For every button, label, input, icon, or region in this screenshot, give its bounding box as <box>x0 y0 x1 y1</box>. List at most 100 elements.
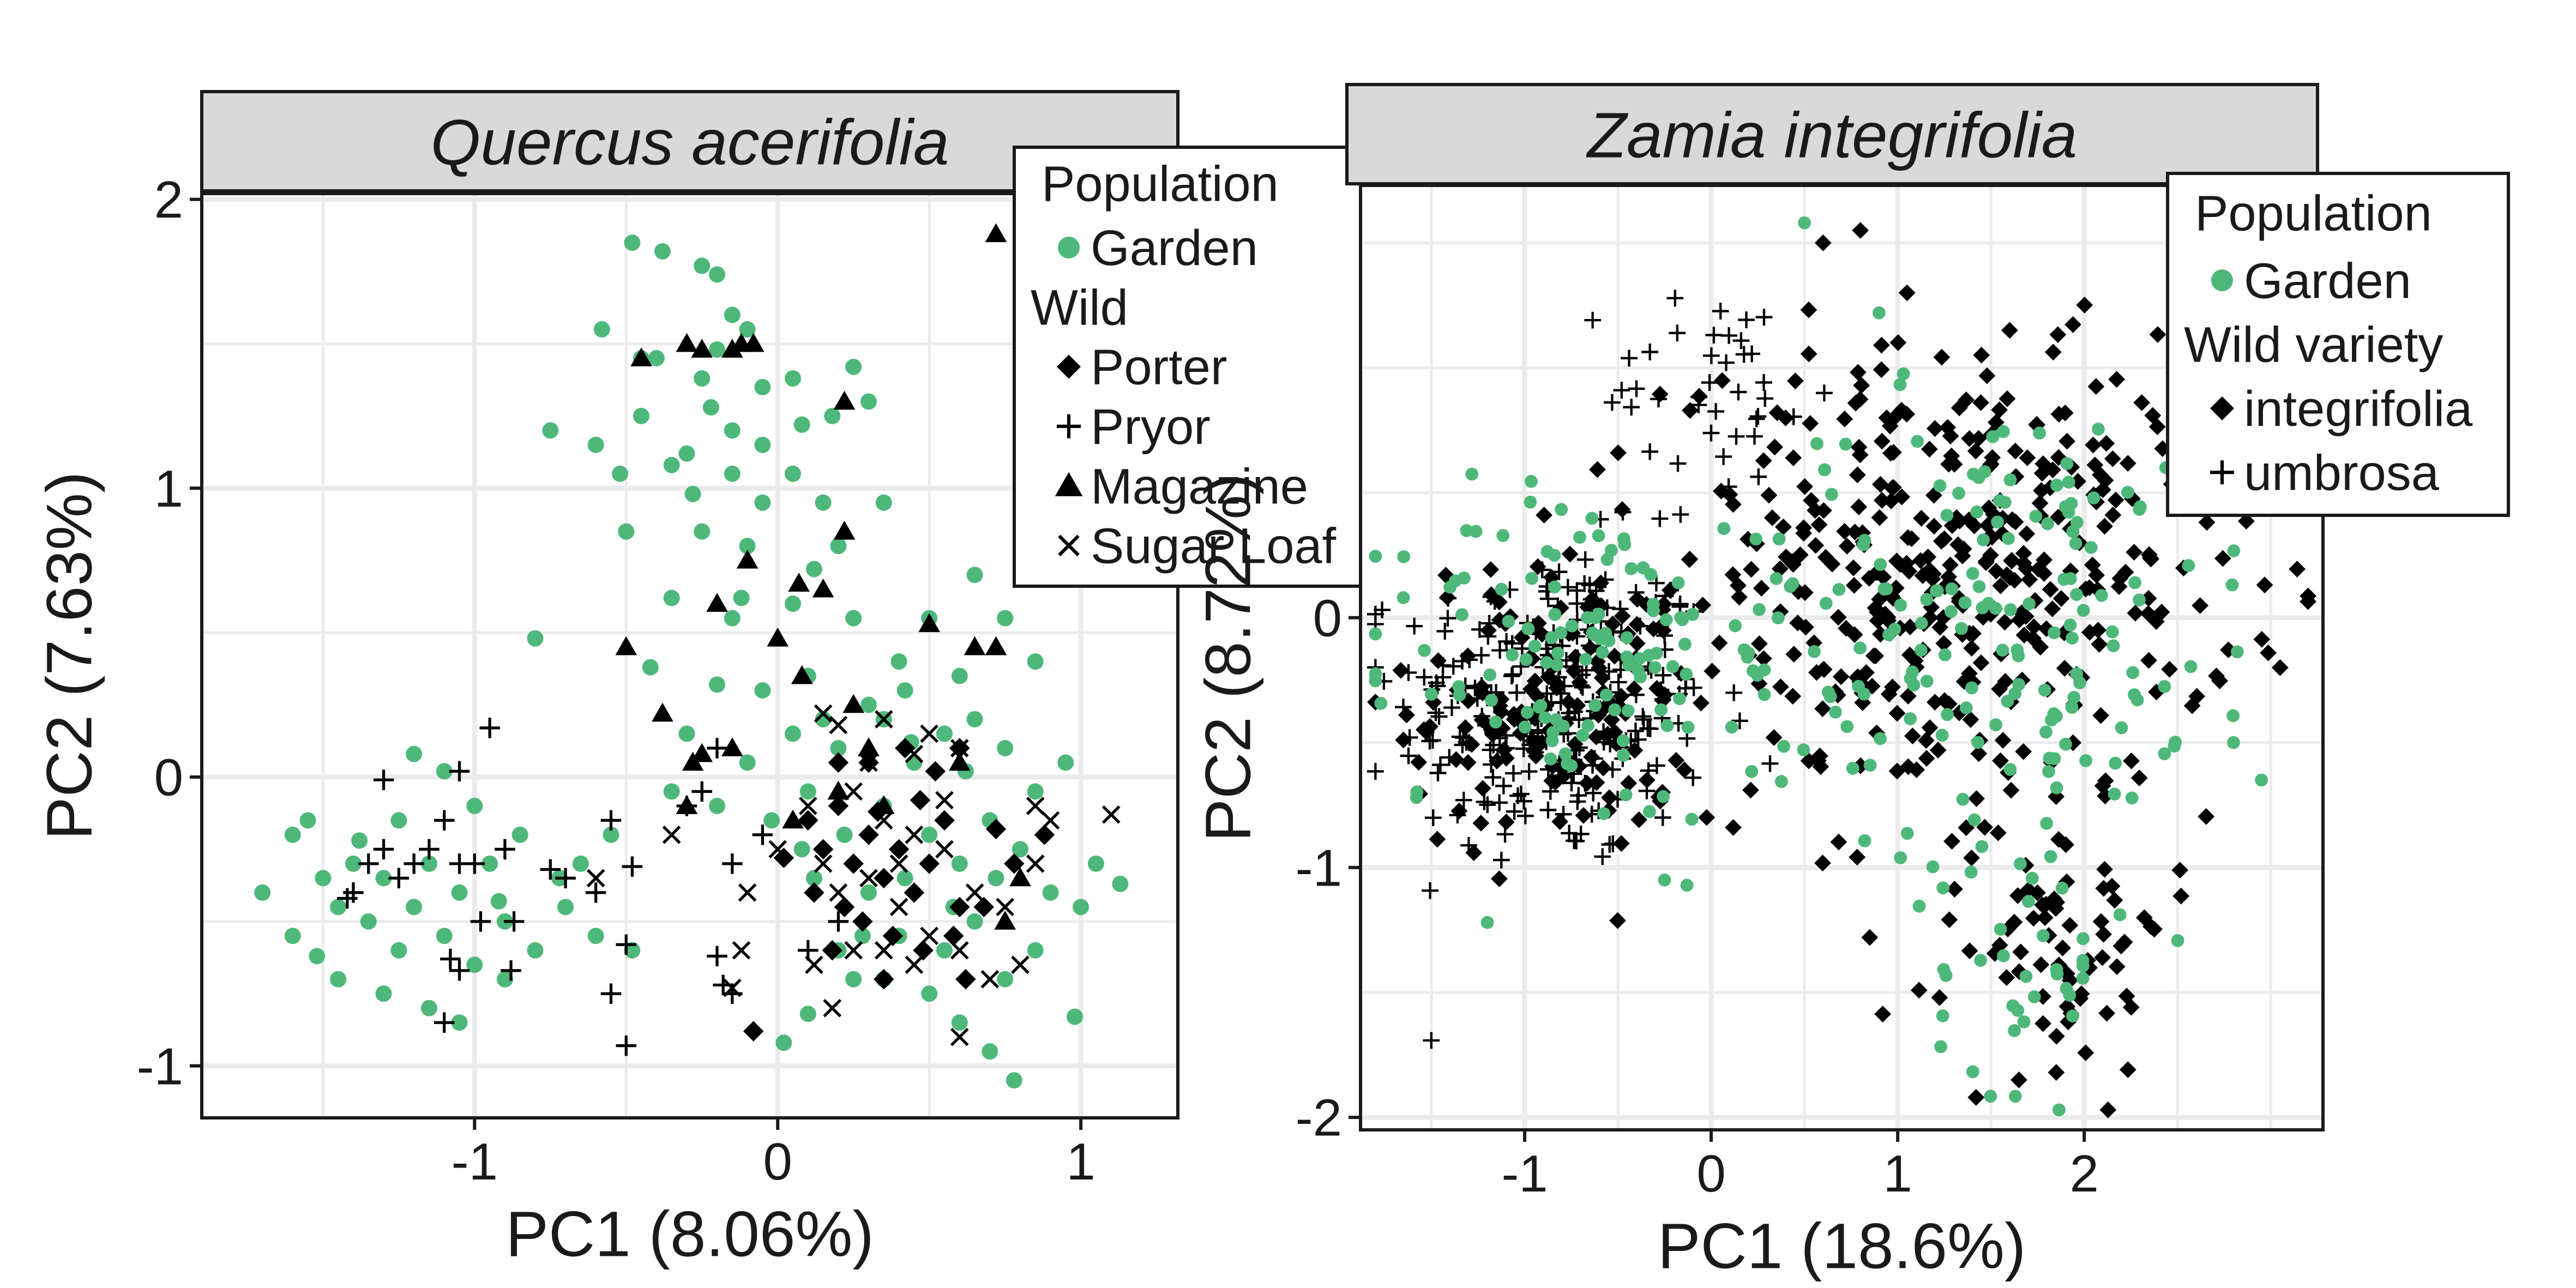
point-integrifolia <box>1901 646 1918 664</box>
point-integrifolia <box>1847 394 1864 412</box>
point-garden <box>1935 729 1949 742</box>
point-garden <box>1418 643 1431 657</box>
point-pryor <box>503 911 525 932</box>
point-garden <box>1685 812 1699 826</box>
legend-label: Pryor <box>1091 399 1211 455</box>
point-integrifolia <box>2062 562 2079 580</box>
point-garden <box>1986 430 2000 443</box>
point-pryor <box>585 882 606 903</box>
legend-key-diamond <box>2210 396 2234 420</box>
point-integrifolia <box>1946 881 1963 898</box>
point-garden <box>1680 667 1693 681</box>
point-garden <box>1958 596 1972 609</box>
point-umbrosa <box>1424 809 1442 827</box>
point-integrifolia <box>1978 367 1996 384</box>
point-garden <box>951 855 968 872</box>
legend-key-plus <box>2210 460 2234 485</box>
point-garden <box>1984 1090 1997 1103</box>
x-axis-title: PC1 (18.6%) <box>1658 1211 2026 1283</box>
point-integrifolia <box>1984 449 2001 466</box>
point-garden <box>1538 711 1552 725</box>
x-tick-label: 0 <box>763 1133 792 1191</box>
point-garden <box>1839 437 1852 451</box>
point-integrifolia <box>2097 772 2114 790</box>
point-garden <box>1821 685 1835 699</box>
point-sugar-loaf <box>859 753 878 772</box>
point-integrifolia <box>2198 514 2216 531</box>
point-integrifolia <box>1472 815 1490 832</box>
point-integrifolia <box>1681 402 1699 419</box>
point-integrifolia <box>1648 680 1665 697</box>
legend-heading: Wild <box>1031 280 1128 335</box>
point-garden <box>1554 626 1568 640</box>
point-garden <box>2066 1009 2079 1023</box>
point-integrifolia <box>1429 830 1446 848</box>
point-integrifolia <box>1482 561 1500 578</box>
point-garden <box>2003 473 2017 486</box>
point-garden <box>754 682 771 699</box>
point-integrifolia <box>2077 1044 2094 1062</box>
point-garden <box>254 884 271 901</box>
point-integrifolia <box>1889 334 1907 351</box>
point-garden <box>309 948 326 965</box>
point-integrifolia <box>2097 787 2114 805</box>
point-garden <box>1540 545 1554 558</box>
point-garden <box>593 321 610 338</box>
x-tick-label: 1 <box>1883 1145 1912 1203</box>
point-umbrosa <box>1584 311 1602 329</box>
point-garden <box>624 942 641 959</box>
point-garden <box>1496 529 1510 542</box>
point-garden <box>1882 628 1895 641</box>
point-garden <box>678 445 695 462</box>
point-garden <box>2060 457 2074 470</box>
point-garden <box>2019 970 2033 983</box>
point-sugar-loaf <box>889 898 908 917</box>
point-integrifolia <box>1807 537 1825 554</box>
point-sugar-loaf <box>996 898 1014 917</box>
point-umbrosa <box>1473 647 1490 664</box>
point-garden <box>754 436 771 453</box>
point-garden <box>1964 865 1978 879</box>
point-magazine <box>918 613 940 633</box>
point-integrifolia <box>1575 806 1592 824</box>
point-integrifolia <box>1656 686 1674 703</box>
point-garden <box>1551 647 1564 660</box>
point-integrifolia <box>1662 581 1678 599</box>
point-integrifolia <box>1873 492 1891 509</box>
point-integrifolia <box>1830 833 1847 851</box>
point-integrifolia <box>2057 836 2074 853</box>
point-integrifolia <box>1395 731 1412 749</box>
point-garden <box>1934 1040 1948 1054</box>
point-integrifolia <box>1962 711 1979 728</box>
point-umbrosa <box>1491 794 1508 811</box>
point-sugar-loaf <box>586 869 605 888</box>
point-garden <box>1634 670 1647 684</box>
point-garden <box>1443 580 1457 594</box>
point-integrifolia <box>1882 492 1900 510</box>
point-garden <box>1369 674 1382 688</box>
point-garden <box>1600 553 1614 566</box>
point-garden <box>2128 576 2142 589</box>
point-magazine <box>964 636 986 655</box>
point-garden <box>997 740 1014 756</box>
legend: Population Garden Wild variety integrifolia… <box>2166 172 2510 517</box>
point-umbrosa <box>1429 765 1447 781</box>
point-integrifolia <box>1926 420 1943 437</box>
point-garden <box>763 812 780 829</box>
point-umbrosa <box>1720 478 1737 495</box>
point-integrifolia <box>2048 1027 2065 1045</box>
point-garden <box>1967 813 1981 827</box>
point-sugar-loaf <box>1041 811 1060 830</box>
point-integrifolia <box>1851 446 1869 464</box>
point-garden <box>1955 622 1968 635</box>
point-integrifolia <box>1958 391 1975 408</box>
point-integrifolia <box>1968 790 1985 807</box>
point-integrifolia <box>2011 1071 2027 1088</box>
x-tick-label: 1 <box>1066 1133 1095 1191</box>
point-garden <box>702 399 719 416</box>
point-integrifolia <box>1849 466 1866 484</box>
point-integrifolia <box>1530 615 1547 632</box>
point-integrifolia <box>2090 622 2107 639</box>
point-garden <box>1518 720 1532 734</box>
point-integrifolia <box>1963 849 1980 866</box>
